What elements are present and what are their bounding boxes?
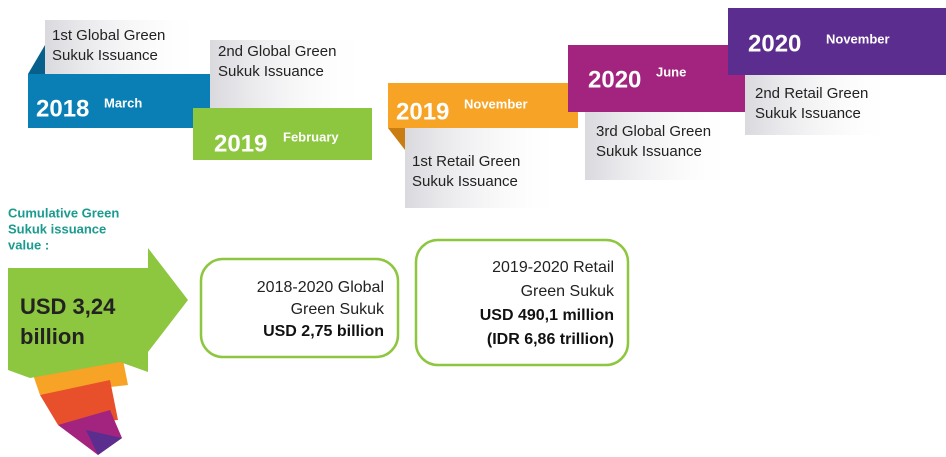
year: 2019	[396, 98, 449, 125]
box-line: 2019-2020 Retail	[492, 259, 614, 276]
month: February	[283, 129, 339, 144]
description: 1st Global Green	[52, 27, 165, 44]
box-line: USD 490,1 million	[480, 307, 614, 324]
summary-label: Sukuk issuance	[8, 221, 106, 236]
month: November	[826, 31, 890, 46]
description: 2nd Retail Green	[755, 85, 868, 102]
description: 2nd Global Green	[218, 43, 336, 60]
box-line: Green Sukuk	[291, 301, 385, 318]
summary-value: billion	[20, 324, 85, 349]
box-line: (IDR 6,86 trillion)	[487, 331, 614, 348]
description: Sukuk Issuance	[412, 173, 518, 190]
box-line: USD 2,75 billion	[263, 323, 384, 340]
description: 3rd Global Green	[596, 123, 711, 140]
summary-label: Cumulative Green	[8, 205, 119, 220]
description: Sukuk Issuance	[52, 47, 158, 64]
description: Sukuk Issuance	[755, 105, 861, 122]
box-line: Green Sukuk	[521, 283, 615, 300]
description: Sukuk Issuance	[596, 143, 702, 160]
month: June	[656, 64, 686, 79]
summary-value: USD 3,24	[20, 294, 116, 319]
month: November	[464, 96, 528, 111]
description: Sukuk Issuance	[218, 63, 324, 80]
description: 1st Retail Green	[412, 153, 520, 170]
summary-label: value :	[8, 237, 49, 252]
month: March	[104, 95, 142, 110]
box-line: 2018-2020 Global	[257, 279, 384, 296]
year: 2018	[36, 95, 89, 122]
year: 2019	[214, 130, 267, 157]
year: 2020	[588, 66, 641, 93]
infographic: 2018 March 2019 February 2019 November 2…	[0, 0, 946, 457]
year: 2020	[748, 30, 801, 57]
